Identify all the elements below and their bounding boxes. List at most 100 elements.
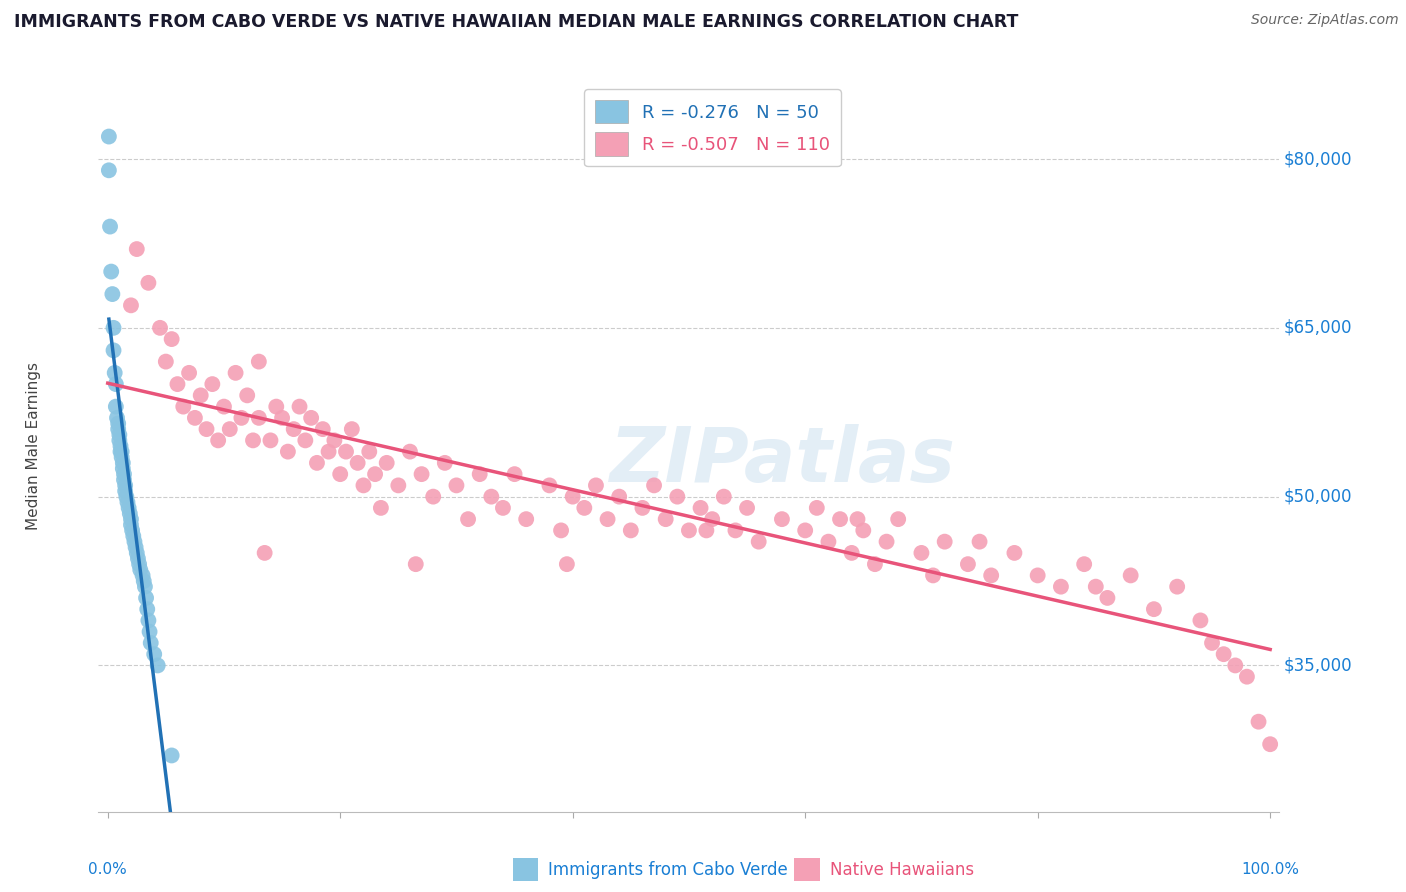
Point	[492, 500, 515, 515]
Point	[323, 434, 346, 448]
Point	[620, 524, 643, 538]
Point	[103, 321, 125, 335]
Text: $50,000: $50,000	[1284, 488, 1353, 506]
Point	[1073, 557, 1095, 571]
Point	[124, 534, 146, 549]
Point	[596, 512, 619, 526]
Point	[969, 534, 991, 549]
Point	[108, 427, 131, 442]
Point	[806, 500, 828, 515]
Point	[643, 478, 665, 492]
Point	[446, 478, 468, 492]
Point	[120, 512, 142, 526]
Text: 100.0%: 100.0%	[1241, 863, 1299, 878]
Point	[114, 483, 136, 498]
Text: $65,000: $65,000	[1284, 318, 1353, 337]
Point	[305, 456, 328, 470]
Point	[1247, 714, 1270, 729]
Point	[136, 602, 159, 616]
Point	[112, 467, 135, 482]
Point	[101, 287, 124, 301]
Text: Immigrants from Cabo Verde: Immigrants from Cabo Verde	[548, 861, 789, 879]
Point	[107, 417, 129, 431]
Point	[146, 658, 169, 673]
Point	[876, 534, 898, 549]
Point	[107, 422, 129, 436]
Point	[207, 434, 229, 448]
Point	[1201, 636, 1223, 650]
Point	[138, 614, 160, 628]
Point	[127, 551, 149, 566]
Point	[271, 410, 294, 425]
Point	[247, 410, 270, 425]
Point	[846, 512, 869, 526]
Point	[103, 343, 125, 358]
Point	[538, 478, 561, 492]
Legend: R = -0.276   N = 50, R = -0.507   N = 110: R = -0.276 N = 50, R = -0.507 N = 110	[585, 89, 841, 167]
Point	[155, 354, 177, 368]
Point	[108, 434, 131, 448]
Point	[166, 377, 188, 392]
Point	[841, 546, 863, 560]
Point	[359, 444, 381, 458]
Point	[160, 332, 183, 346]
Point	[411, 467, 433, 482]
Point	[863, 557, 886, 571]
Point	[110, 444, 132, 458]
Point	[131, 568, 153, 582]
Point	[117, 500, 139, 515]
Point	[910, 546, 932, 560]
Point	[457, 512, 479, 526]
Point	[1097, 591, 1119, 605]
Point	[201, 377, 224, 392]
Point	[770, 512, 793, 526]
Point	[1212, 647, 1234, 661]
Point	[120, 298, 142, 312]
Point	[666, 490, 689, 504]
Point	[748, 534, 770, 549]
Point	[129, 563, 152, 577]
Point	[253, 546, 276, 560]
Point	[110, 439, 132, 453]
Point	[1166, 580, 1188, 594]
Point	[922, 568, 945, 582]
Point	[247, 354, 270, 368]
Point	[283, 422, 305, 436]
Point	[177, 366, 200, 380]
Text: ZIPatlas: ZIPatlas	[610, 424, 956, 498]
Point	[828, 512, 851, 526]
Point	[195, 422, 218, 436]
Point	[468, 467, 491, 482]
Text: Median Male Earnings: Median Male Earnings	[25, 362, 41, 530]
Point	[794, 524, 817, 538]
Point	[118, 507, 141, 521]
Point	[335, 444, 357, 458]
Point	[132, 574, 155, 588]
Point	[138, 624, 160, 639]
Point	[139, 636, 162, 650]
Point	[97, 163, 120, 178]
Point	[561, 490, 583, 504]
Point	[724, 524, 747, 538]
Point	[1258, 737, 1281, 751]
Text: Source: ZipAtlas.com: Source: ZipAtlas.com	[1251, 13, 1399, 28]
Point	[370, 500, 392, 515]
Point	[138, 276, 160, 290]
Point	[1225, 658, 1247, 673]
Point	[104, 400, 127, 414]
Point	[288, 400, 311, 414]
Point	[114, 478, 136, 492]
Point	[340, 422, 363, 436]
Point	[299, 410, 322, 425]
Point	[98, 219, 121, 234]
Point	[1026, 568, 1049, 582]
Point	[104, 366, 127, 380]
Text: 0.0%: 0.0%	[89, 863, 127, 878]
Point	[1236, 670, 1258, 684]
Point	[503, 467, 526, 482]
Point	[172, 400, 194, 414]
Point	[231, 410, 253, 425]
Point	[479, 490, 502, 504]
Point	[125, 546, 148, 560]
Point	[190, 388, 212, 402]
